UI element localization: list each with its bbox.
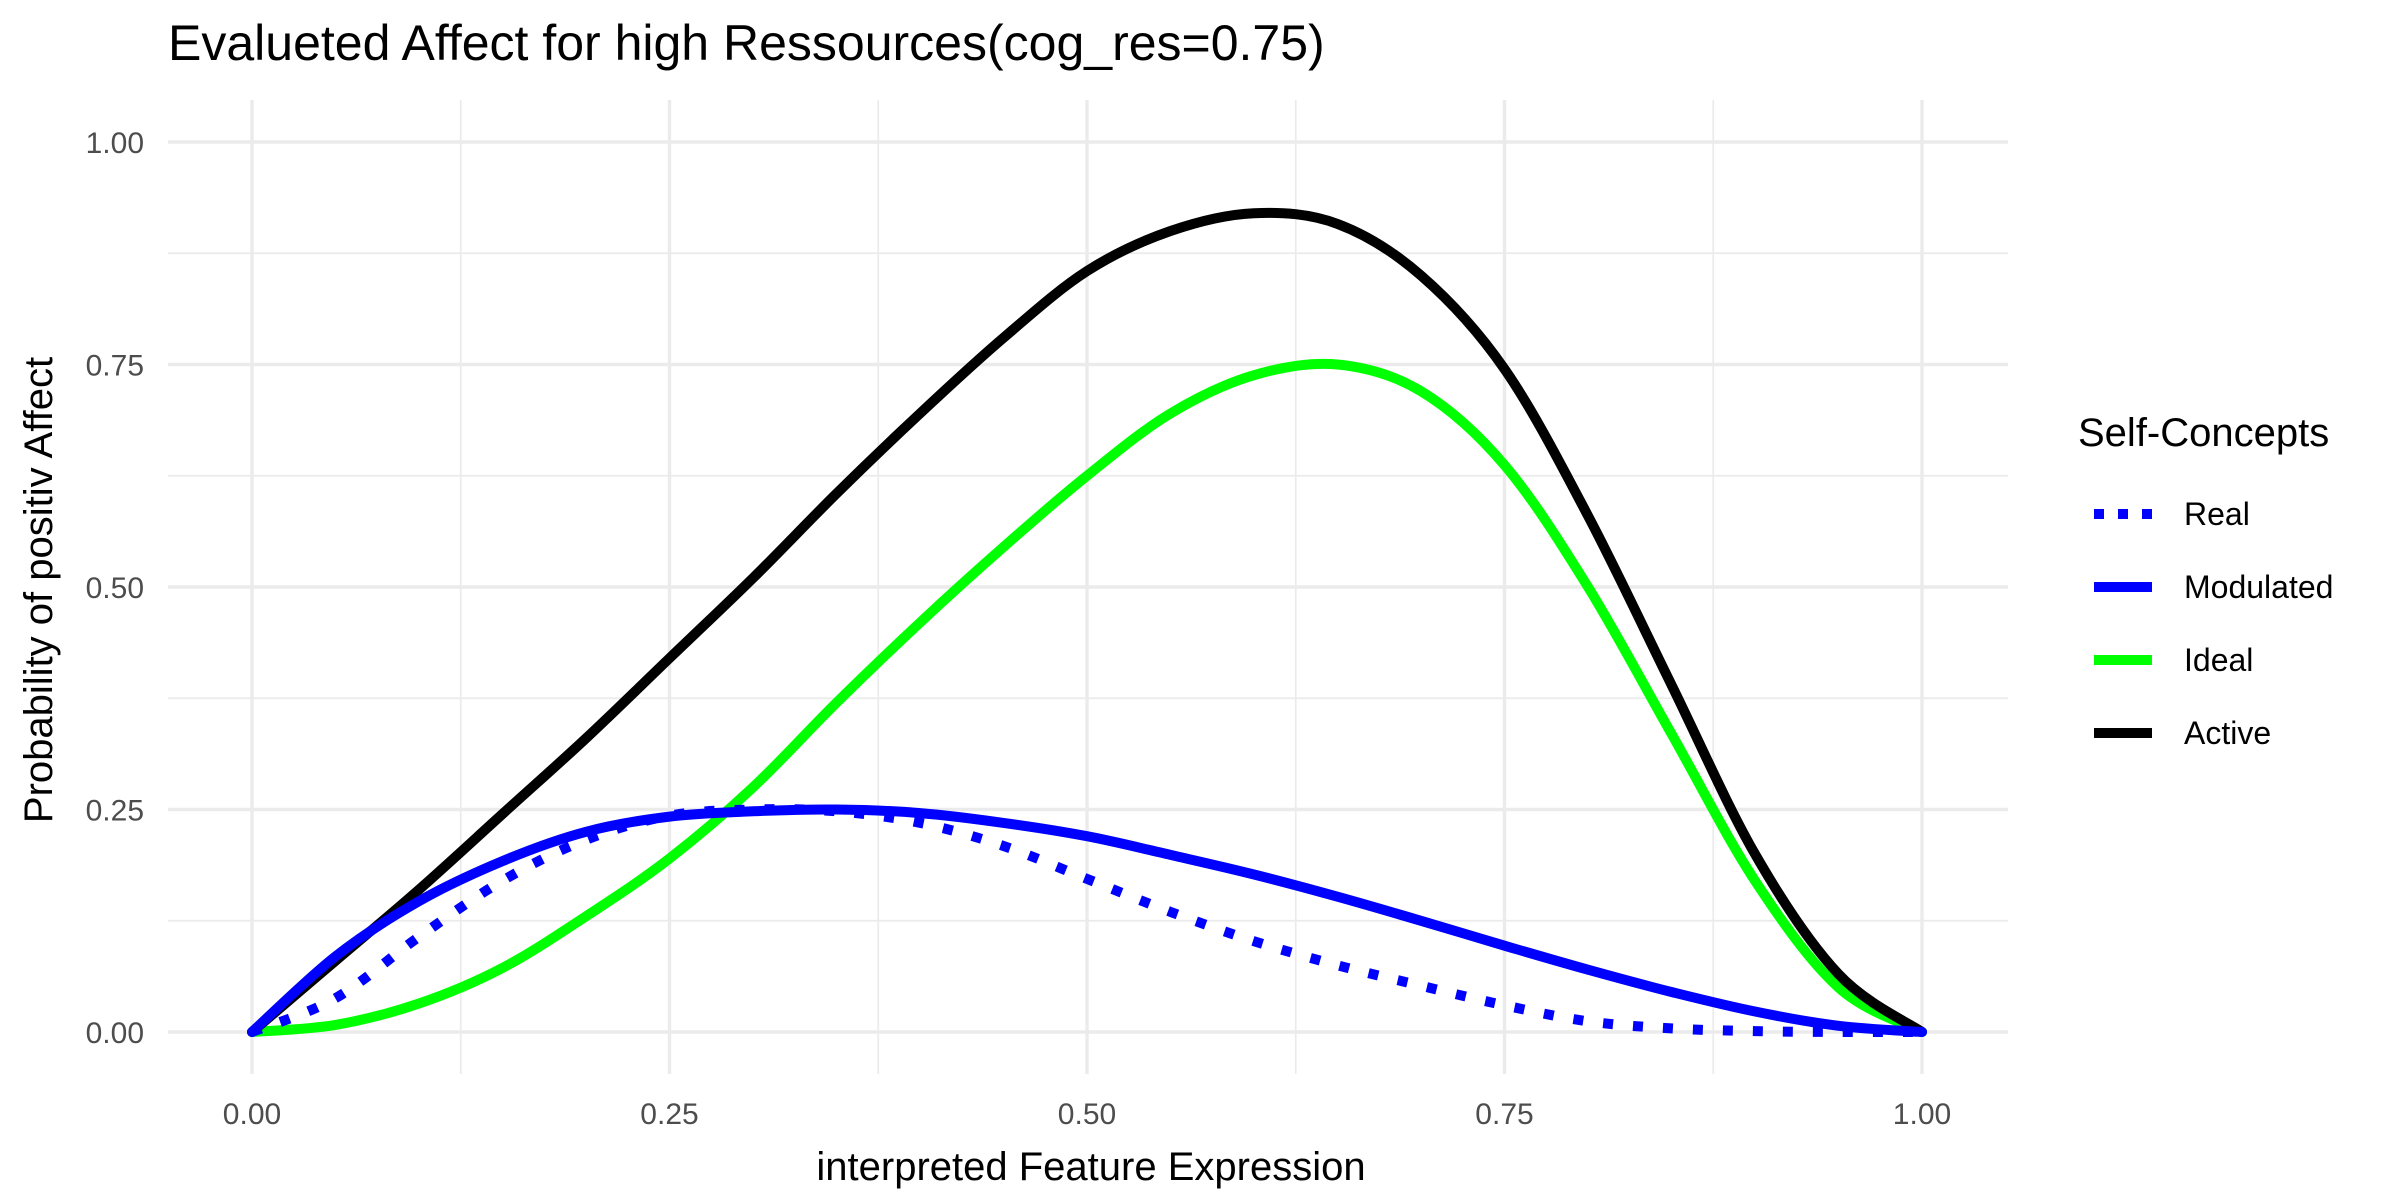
legend-label: Ideal	[2184, 642, 2253, 678]
series-lines	[247, 207, 1927, 1038]
legend-title: Self-Concepts	[2078, 411, 2329, 455]
y-tick-label: 0.50	[86, 572, 144, 605]
y-axis-title: Probability of positiv Affect	[17, 357, 61, 823]
legend: Self-Concepts Real Modulated Ideal Active	[2078, 411, 2333, 751]
y-axis-ticks: 0.00 0.25 0.50 0.75 1.00	[86, 127, 144, 1050]
x-tick-label: 0.50	[1058, 1098, 1116, 1131]
grid	[168, 100, 2008, 1074]
legend-label: Active	[2184, 715, 2271, 751]
chart-title: Evalueted Affect for high Ressources(cog…	[168, 15, 1325, 71]
series-line-modulated	[247, 804, 1927, 1037]
x-tick-label: 1.00	[1893, 1098, 1951, 1131]
y-tick-label: 0.25	[86, 795, 144, 828]
y-tick-label: 0.00	[86, 1017, 144, 1050]
legend-item-modulated: Modulated	[2094, 569, 2333, 605]
y-tick-label: 0.75	[86, 350, 144, 383]
series-line-real	[250, 804, 1923, 1038]
legend-item-active: Active	[2094, 715, 2271, 751]
x-tick-label: 0.25	[640, 1098, 698, 1131]
legend-label: Modulated	[2184, 569, 2333, 605]
x-axis-title: interpreted Feature Expression	[816, 1145, 1365, 1189]
series-line-active	[247, 207, 1927, 1037]
series-line-ideal	[247, 358, 1927, 1037]
legend-label: Real	[2184, 496, 2250, 532]
x-tick-label: 0.75	[1475, 1098, 1533, 1131]
legend-item-ideal: Ideal	[2094, 642, 2253, 678]
legend-item-real: Real	[2094, 496, 2250, 532]
x-axis-ticks: 0.00 0.25 0.50 0.75 1.00	[223, 1098, 1951, 1131]
y-tick-label: 1.00	[86, 127, 144, 160]
x-tick-label: 0.00	[223, 1098, 281, 1131]
